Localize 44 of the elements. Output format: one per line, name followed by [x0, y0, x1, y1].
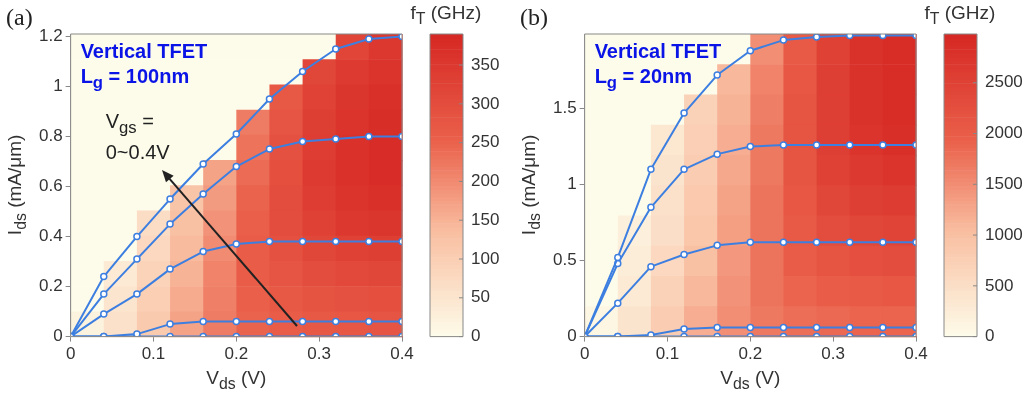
annotation: V$_{gs}$ = 0~0.4V [105, 109, 171, 165]
color-bar-title: f$_{T}$ (GHz) [410, 2, 482, 28]
annotation: L$_{g}$ = 100nm [80, 65, 190, 93]
color-bar-label: 50 [471, 287, 490, 307]
color-bar-label: 1000 [985, 224, 1023, 244]
y-tick-label: 0 [53, 326, 63, 346]
annotation: Vertical TFET [594, 40, 722, 63]
x-tick-label: 0.1 [655, 344, 680, 364]
color-bar-label: 300 [471, 93, 500, 113]
y-tick-label: 0.4 [38, 226, 63, 246]
x-tick-label: 0.2 [224, 344, 249, 364]
y-tick-label: 1 [53, 76, 63, 96]
y-tick-label: 0.6 [38, 176, 63, 196]
color-bar-label: 350 [471, 54, 500, 74]
y-tick-label: 1 [567, 174, 577, 194]
y-tick-label: 0.5 [552, 250, 577, 270]
x-tick-label: 0.3 [307, 344, 331, 364]
color-bar-label: 500 [985, 275, 1014, 295]
y-tick-label: 1.2 [38, 26, 63, 46]
x-axis-title: V$_{ds}$ (V) [720, 366, 781, 393]
color-bar-label: 2500 [985, 72, 1023, 92]
color-bar-label: 200 [471, 171, 500, 191]
x-tick-label: 0.3 [821, 344, 845, 364]
y-tick-label: 1.5 [552, 98, 577, 118]
color-bar-label: 250 [471, 132, 500, 152]
x-axis-title: V$_{ds}$ (V) [206, 366, 267, 393]
annotation: L$_{g}$ = 20nm [594, 65, 693, 93]
y-tick-label: 0 [567, 326, 577, 346]
color-bar-label: 1500 [985, 173, 1023, 193]
y-tick-label: 0.2 [38, 276, 63, 296]
color-bar-title: f$_{T}$ (GHz) [924, 2, 996, 28]
color-bar-label: 0 [471, 326, 481, 346]
x-tick-label: 0.4 [904, 344, 928, 364]
x-tick-label: 0.2 [738, 344, 763, 364]
x-tick-label: 0.4 [390, 344, 414, 364]
chart-title: (b) [520, 4, 548, 31]
x-tick-label: 0.1 [141, 344, 166, 364]
color-bar-label: 150 [471, 209, 500, 229]
y-tick-label: 0.8 [38, 126, 63, 146]
annotation: Vertical TFET [80, 40, 208, 63]
color-bar-label: 0 [985, 326, 995, 346]
chart-title: (a) [6, 4, 33, 31]
color-bar-label: 2000 [985, 123, 1023, 143]
color-bar-label: 100 [471, 248, 500, 268]
